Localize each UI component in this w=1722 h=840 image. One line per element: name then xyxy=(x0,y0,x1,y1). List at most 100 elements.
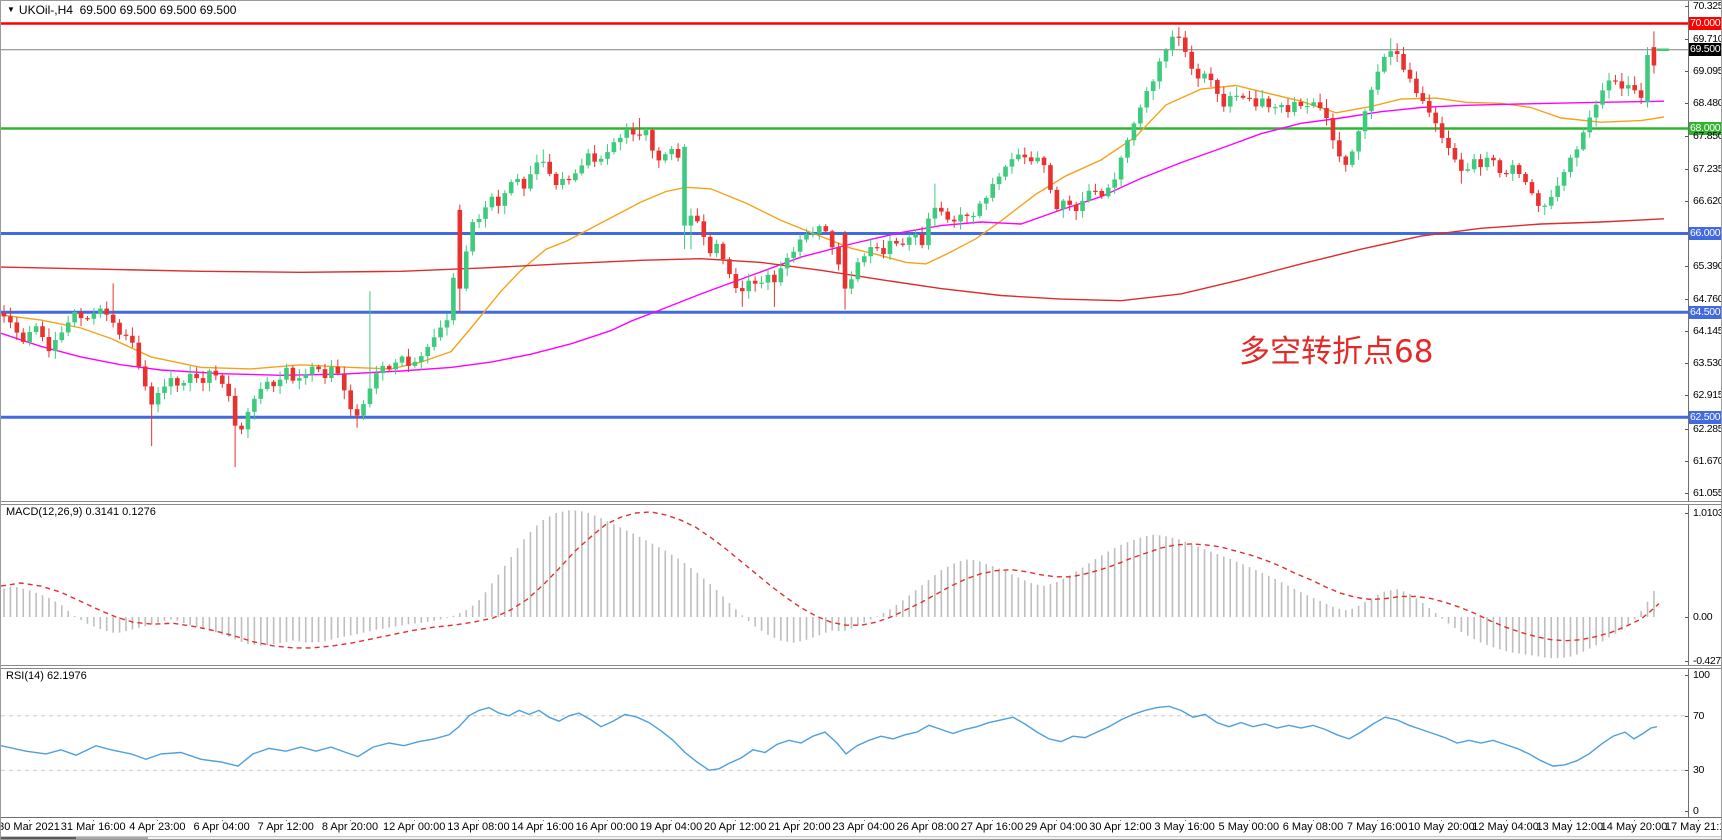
time-label: 4 Apr 23:00 xyxy=(129,821,186,833)
time-label: 7 May 16:00 xyxy=(1346,821,1408,833)
chart-annotation-text[interactable]: 多空转折点68 xyxy=(1239,334,1434,370)
time-label: 30 Apr 12:00 xyxy=(1089,821,1152,833)
pane-divider-main-macd[interactable] xyxy=(1,501,1721,505)
price-label-65.390: 65.390 xyxy=(1693,259,1722,272)
time-label: 16 Apr 00:00 xyxy=(575,821,638,833)
price-label-68.000-badge: 68.000 xyxy=(1688,122,1721,135)
time-label: 31 Mar 16:00 xyxy=(60,821,126,833)
rsi-line xyxy=(1,705,1658,771)
fast-ma-line xyxy=(1,84,1665,370)
time-label: 8 Apr 20:00 xyxy=(321,821,379,833)
time-tick xyxy=(1569,820,1571,821)
rsi-indicator-label: RSI(14) 62.1976 xyxy=(6,670,87,682)
chart-info-line: ▼ UKOil-,H4 69.500 69.500 69.500 69.500 xyxy=(7,3,236,17)
axis-tick xyxy=(1685,265,1689,267)
axis-tick xyxy=(1685,330,1689,332)
horizontal-scrollbar[interactable] xyxy=(1,836,1721,839)
time-axis[interactable]: 30 Mar 2021 31 Mar 16:00 4 Apr 23:00 6 Apr … xyxy=(1,820,1721,836)
rsi-pane[interactable] xyxy=(1,668,1688,816)
symbol-period-label: UKOil-,H4 xyxy=(18,3,73,17)
axis-tick xyxy=(1685,715,1689,717)
macd-label-0.00: 0.00 xyxy=(1693,611,1713,623)
time-tick xyxy=(735,820,737,821)
price-label-62.915: 62.915 xyxy=(1693,389,1722,402)
rsi-label-70: 70 xyxy=(1693,709,1705,722)
rsi-label-30: 30 xyxy=(1693,764,1705,777)
price-label-70.000-badge: 70.000 xyxy=(1688,17,1721,30)
time-label: 12 Apr 00:00 xyxy=(382,821,446,833)
time-label: 13 May 12:00 xyxy=(1536,821,1604,833)
price-label-67.235: 67.235 xyxy=(1693,162,1722,175)
price-label-64.500-badge: 64.500 xyxy=(1688,305,1721,319)
price-label-62.285: 62.285 xyxy=(1693,422,1722,435)
time-label: 5 May 00:00 xyxy=(1218,821,1280,833)
time-axis-line xyxy=(1,817,1721,818)
time-label: 27 Apr 16:00 xyxy=(960,821,1024,833)
time-label: 7 Apr 12:00 xyxy=(257,821,314,833)
price-label-68.480: 68.480 xyxy=(1693,97,1722,110)
time-tick xyxy=(1313,820,1314,821)
axis-tick xyxy=(1685,71,1689,72)
scrollbar-segment[interactable] xyxy=(76,837,148,839)
price-axis[interactable]: 70.325 70.000 69.710 69.500 69.095 68.480 68.0… xyxy=(1685,0,1722,817)
time-label: 6 Apr 04:00 xyxy=(193,821,250,833)
time-label: 3 May 16:00 xyxy=(1154,821,1215,833)
time-tick xyxy=(1248,820,1250,821)
pane-divider-macd-rsi[interactable] xyxy=(1,665,1721,669)
time-tick xyxy=(285,820,287,821)
price-label-70.325: 70.325 xyxy=(1693,0,1722,13)
scrollbar-handle[interactable] xyxy=(1,837,76,839)
macd-indicator-label: MACD(12,26,9) 0.3141 0.1276 xyxy=(6,506,156,518)
time-label: 14 May 20:00 xyxy=(1600,821,1668,833)
time-tick xyxy=(863,820,865,821)
price-axis-line xyxy=(1688,1,1689,817)
axis-tick xyxy=(1685,6,1689,8)
price-label-66.000-badge: 66.000 xyxy=(1688,227,1721,240)
price-label-69.710: 69.710 xyxy=(1693,32,1722,45)
time-label: 10 May 20:00 xyxy=(1408,821,1475,833)
price-label-69.095: 69.095 xyxy=(1693,65,1722,77)
slow-ma-line xyxy=(1,218,1665,302)
macd-label-1.0103: 1.0103 xyxy=(1693,506,1722,519)
time-label: 23 Apr 04:00 xyxy=(832,821,895,833)
time-label: 30 Mar 2021 xyxy=(1,821,60,833)
time-label: 6 May 08:00 xyxy=(1282,821,1344,833)
time-tick xyxy=(1120,820,1122,821)
time-tick xyxy=(350,820,351,821)
time-tick xyxy=(93,820,95,821)
time-tick xyxy=(478,820,480,821)
macd-pane[interactable] xyxy=(1,504,1688,665)
axis-tick xyxy=(1685,512,1689,514)
axis-tick xyxy=(1685,395,1689,397)
axis-tick xyxy=(1685,661,1689,663)
time-tick xyxy=(1634,820,1635,821)
time-tick xyxy=(992,820,993,821)
mid-ma-line xyxy=(1,100,1665,377)
time-tick xyxy=(414,820,416,821)
macd-signal-line xyxy=(1,511,1660,649)
time-label: 12 May 04:00 xyxy=(1472,821,1539,833)
time-tick xyxy=(29,820,30,821)
time-label: 17 May 21:15 xyxy=(1664,821,1721,833)
symbol-dropdown-icon[interactable]: ▼ xyxy=(7,5,15,14)
price-label-67.850: 67.850 xyxy=(1693,130,1722,143)
axis-tick xyxy=(1685,770,1689,772)
macd-histogram xyxy=(3,510,1655,659)
time-tick xyxy=(671,820,672,821)
time-label: 14 Apr 16:00 xyxy=(511,821,574,833)
time-tick xyxy=(1505,820,1507,821)
time-tick xyxy=(221,820,223,821)
time-tick xyxy=(1441,820,1443,821)
price-label-64.145: 64.145 xyxy=(1693,324,1722,337)
axis-tick xyxy=(1685,460,1689,462)
time-tick xyxy=(1056,820,1058,821)
time-tick xyxy=(1698,820,1700,821)
main-chart-pane[interactable] xyxy=(1,1,1688,502)
time-tick xyxy=(927,820,929,821)
axis-tick xyxy=(1685,428,1689,430)
rsi-label-100: 100 xyxy=(1693,669,1710,681)
axis-tick xyxy=(1685,363,1689,365)
time-label: 26 Apr 08:00 xyxy=(896,821,959,833)
axis-tick xyxy=(1685,298,1689,300)
